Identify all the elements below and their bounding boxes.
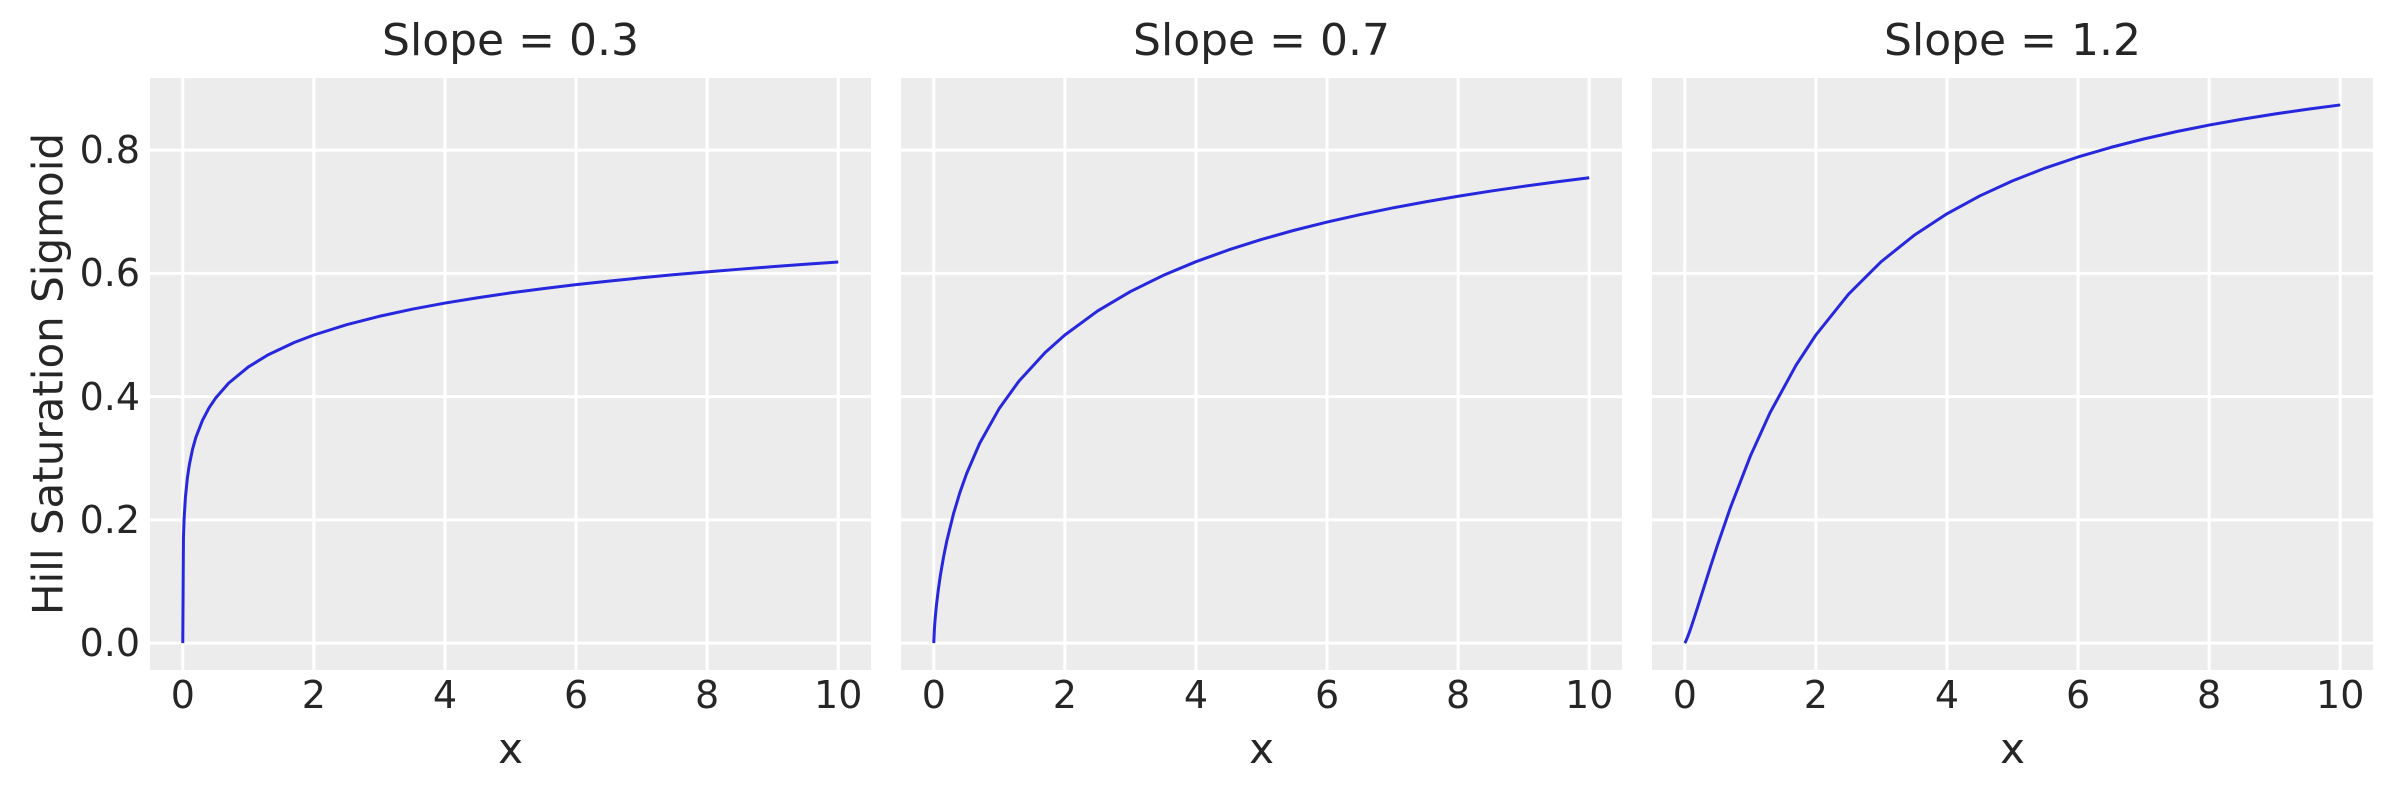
x-tick-label: 0: [921, 673, 946, 717]
x-tick-label: 0: [170, 673, 195, 717]
x-tick-label: 10: [1565, 673, 1614, 717]
curve-line: [932, 176, 1590, 644]
subplot-slope-0p7: Slope = 0.7 0 2 4 6 8 10 x: [901, 15, 1622, 773]
x-tick-label: 10: [814, 673, 863, 717]
subplot-2-xlabel: x: [1249, 724, 1274, 773]
x-tick-label: 4: [1934, 673, 1960, 717]
x-tick-label: 2: [1803, 673, 1828, 717]
x-tick-label: 8: [2197, 673, 2222, 717]
x-tick-label: 0: [1672, 673, 1697, 717]
x-tick-label: 8: [695, 673, 720, 717]
y-tick-label: 0.2: [79, 497, 140, 542]
x-tick-label: 6: [1314, 673, 1340, 717]
subplot-1-plot-area: [150, 78, 871, 670]
subplot-3-xlabel: x: [2000, 724, 2025, 773]
subplot-2-title: Slope = 0.7: [1133, 15, 1390, 66]
x-tick-label: 6: [563, 673, 589, 717]
x-tick-label: 4: [432, 673, 458, 717]
subplot-2-plot-area: [901, 78, 1622, 670]
subplot-1-title: Slope = 0.3: [382, 15, 639, 66]
x-tick-label: 6: [2065, 673, 2091, 717]
x-tick-label: 2: [1052, 673, 1077, 717]
x-tick-label: 4: [1183, 673, 1209, 717]
subplot-3-plot-area: [1652, 78, 2373, 670]
x-tick-label: 8: [1446, 673, 1471, 717]
subplot-slope-1p2: Slope = 1.2 0 2 4 6 8 10 x: [1652, 15, 2373, 773]
subplot-1-xlabel: x: [498, 724, 523, 773]
subplot-3-title: Slope = 1.2: [1884, 15, 2141, 66]
x-tick-label: 10: [2316, 673, 2365, 717]
subplot-slope-0p3: Slope = 0.3 Hill Saturation Sigmoid 0.0 0…: [24, 15, 871, 773]
curve-line: [1683, 103, 2341, 644]
y-tick-label: 0.8: [79, 128, 140, 173]
y-tick-label: 0.0: [79, 621, 140, 666]
curve-line: [181, 260, 839, 644]
y-tick-label: 0.4: [79, 374, 140, 419]
x-tick-label: 2: [301, 673, 326, 717]
y-tick-label: 0.6: [79, 251, 140, 296]
